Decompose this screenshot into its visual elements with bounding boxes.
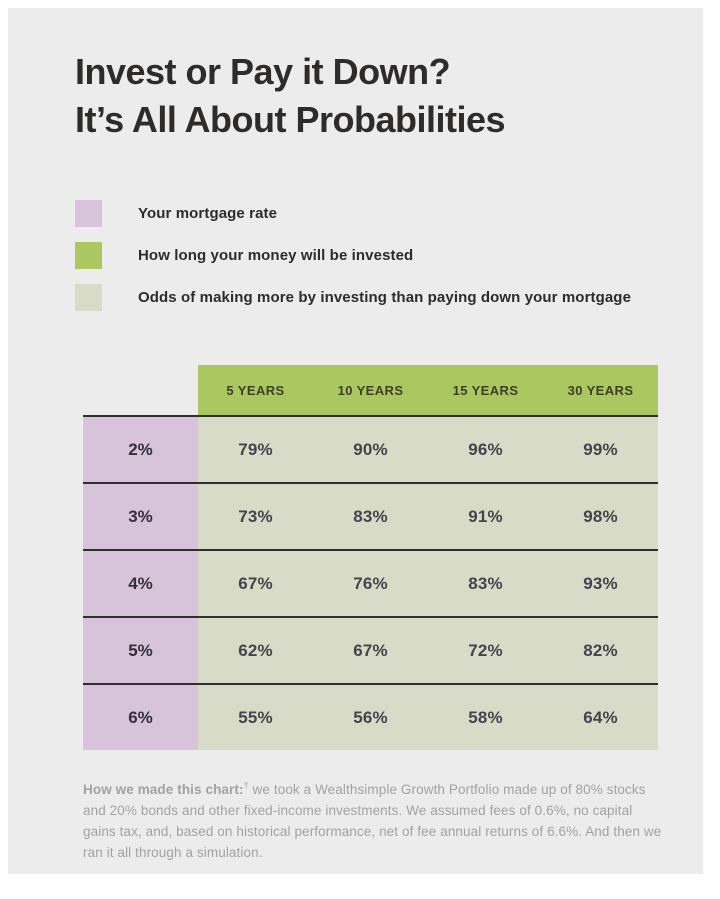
row-divider bbox=[83, 549, 658, 551]
row-label-mortgage-rate: 4% bbox=[83, 551, 198, 616]
probability-cell: 91% bbox=[428, 484, 543, 549]
probability-cell: 58% bbox=[428, 685, 543, 750]
footnote: How we made this chart:† we took a Wealt… bbox=[83, 779, 663, 863]
row-label-mortgage-rate: 6% bbox=[83, 685, 198, 750]
probability-cell: 73% bbox=[198, 484, 313, 549]
probability-cell: 82% bbox=[543, 618, 658, 683]
table-row: 5% 62% 67% 72% 82% bbox=[83, 618, 658, 683]
investing-odds-swatch bbox=[75, 284, 102, 311]
row-divider bbox=[83, 616, 658, 618]
row-label-mortgage-rate: 3% bbox=[83, 484, 198, 549]
table-column-headers: 5 YEARS 10 YEARS 15 YEARS 30 YEARS bbox=[198, 365, 658, 415]
probability-table: 5 YEARS 10 YEARS 15 YEARS 30 YEARS 2% 79% 90%… bbox=[83, 365, 658, 750]
table-row: 4% 67% 76% 83% 93% bbox=[83, 551, 658, 616]
legend-item-investing-odds: Odds of making more by investing than pa… bbox=[75, 284, 631, 311]
column-header: 10 YEARS bbox=[337, 382, 404, 398]
probability-cell: 79% bbox=[198, 417, 313, 482]
probability-cell: 93% bbox=[543, 551, 658, 616]
page-title-line1: Invest or Pay it Down? bbox=[75, 51, 451, 92]
row-label-mortgage-rate: 2% bbox=[83, 417, 198, 482]
column-header: 5 YEARS bbox=[226, 382, 285, 398]
column-header: 15 YEARS bbox=[452, 382, 519, 398]
table-row: 6% 55% 56% 58% 64% bbox=[83, 685, 658, 750]
probability-cell: 76% bbox=[313, 551, 428, 616]
column-header: 30 YEARS bbox=[567, 382, 634, 398]
row-divider bbox=[83, 482, 658, 484]
probability-cell: 96% bbox=[428, 417, 543, 482]
legend-item-mortgage-rate: Your mortgage rate bbox=[75, 200, 631, 227]
mortgage-rate-swatch bbox=[75, 200, 102, 227]
table-body: 2% 79% 90% 96% 99% 3% 73% 83% 91% 98% 4% 67% 76% 83% 9… bbox=[83, 417, 658, 750]
investment-duration-swatch bbox=[75, 242, 102, 269]
probability-cell: 72% bbox=[428, 618, 543, 683]
legend-item-investment-duration: How long your money will be invested bbox=[75, 242, 631, 269]
probability-cell: 90% bbox=[313, 417, 428, 482]
footnote-bold-prefix: How we made this chart: bbox=[83, 782, 244, 797]
row-label-mortgage-rate: 5% bbox=[83, 618, 198, 683]
footnote-dagger: † bbox=[243, 780, 249, 791]
probability-cell: 62% bbox=[198, 618, 313, 683]
row-divider bbox=[83, 683, 658, 685]
page-title: Invest or Pay it Down? It’s All About Pro… bbox=[75, 48, 506, 144]
probability-cell: 98% bbox=[543, 484, 658, 549]
legend-label: How long your money will be invested bbox=[138, 247, 414, 264]
legend-label: Odds of making more by investing than pa… bbox=[138, 289, 632, 306]
probability-cell: 56% bbox=[313, 685, 428, 750]
page-title-line2: It’s All About Probabilities bbox=[75, 99, 506, 140]
probability-cell: 64% bbox=[543, 685, 658, 750]
legend: Your mortgage rate How long your money wi… bbox=[75, 200, 631, 326]
infographic-canvas: Invest or Pay it Down? It’s All About Pro… bbox=[8, 8, 703, 874]
table-row: 2% 79% 90% 96% 99% bbox=[83, 417, 658, 482]
probability-cell: 83% bbox=[428, 551, 543, 616]
header-divider bbox=[83, 415, 658, 417]
probability-cell: 83% bbox=[313, 484, 428, 549]
probability-cell: 67% bbox=[313, 618, 428, 683]
probability-cell: 99% bbox=[543, 417, 658, 482]
footnote-body: we took a Wealthsimple Growth Portfolio … bbox=[83, 782, 662, 860]
table-row: 3% 73% 83% 91% 98% bbox=[83, 484, 658, 549]
probability-cell: 67% bbox=[198, 551, 313, 616]
legend-label: Your mortgage rate bbox=[138, 205, 278, 222]
probability-cell: 55% bbox=[198, 685, 313, 750]
